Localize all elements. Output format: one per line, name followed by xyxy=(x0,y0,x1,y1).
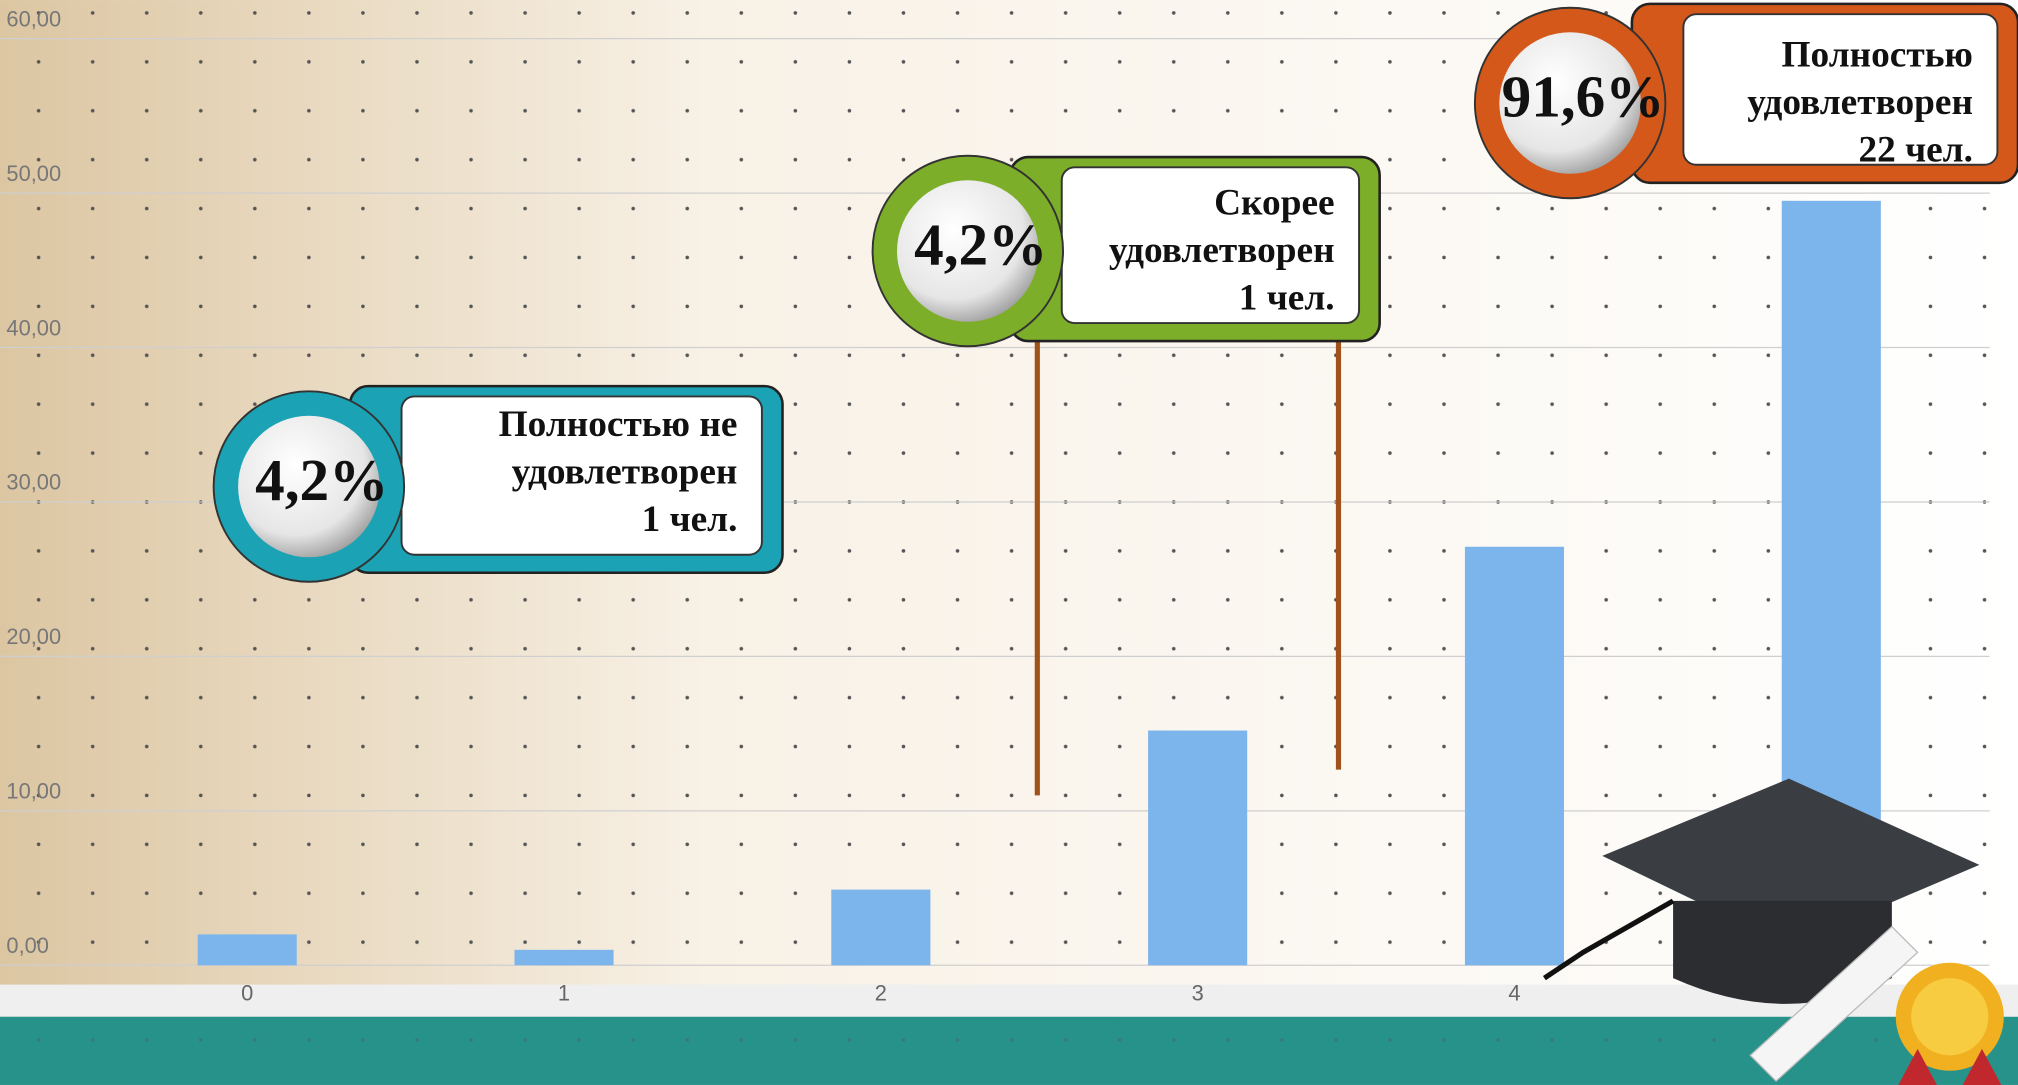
bar xyxy=(831,889,931,966)
x-tick-label: 0 xyxy=(241,981,253,1006)
callout-text: 1 чел. xyxy=(1239,278,1335,319)
callout-text: 1 чел. xyxy=(642,499,738,540)
callout-text: Полностью xyxy=(1782,35,1973,76)
bar xyxy=(1148,730,1248,966)
callout-percent: 4,2% xyxy=(914,212,1047,278)
axis-strip xyxy=(0,984,2018,1017)
footer-dots xyxy=(0,1016,2018,1085)
callout-percent: 91,6% xyxy=(1502,64,1665,130)
bar xyxy=(197,934,297,966)
y-tick-label: 0,00 xyxy=(6,933,49,958)
callout-text: 22 чел. xyxy=(1858,130,1973,171)
y-tick-label: 10,00 xyxy=(6,779,61,804)
bar xyxy=(1464,546,1565,966)
callout-text: удовлетворен xyxy=(1109,230,1335,271)
x-tick-label: 1 xyxy=(558,981,570,1006)
x-tick-label: 3 xyxy=(1192,981,1204,1006)
callout-ball xyxy=(238,415,380,558)
x-tick-label: 4 xyxy=(1508,981,1520,1006)
bar xyxy=(514,949,614,966)
callout-box xyxy=(1682,13,1999,166)
y-tick-label: 20,00 xyxy=(6,624,61,649)
graduation-cap xyxy=(1542,778,2004,1085)
grid: 0,00 10,00 20,00 30,00 40,00 50,00 60,00 xyxy=(0,6,1990,966)
callout-text: удовлетворен xyxy=(1747,82,1973,123)
y-tick-label: 40,00 xyxy=(6,315,61,340)
y-tick-label: 30,00 xyxy=(6,470,61,495)
callout-ball xyxy=(1499,32,1641,174)
callout-text: удовлетворен xyxy=(512,451,738,492)
callout-percent: 4,2% xyxy=(255,447,388,513)
y-tick-label: 50,00 xyxy=(6,161,61,186)
callout-ball xyxy=(897,180,1039,322)
callout-text: Скорее xyxy=(1214,183,1334,224)
callout-text: Полностью не xyxy=(499,404,738,445)
callouts: 4,2% Полностью не удовлетворен 1 чел. 4,2% Ск… xyxy=(212,2,2018,583)
x-tick-label: 2 xyxy=(875,981,887,1006)
y-tick-label: 60,00 xyxy=(6,6,61,31)
